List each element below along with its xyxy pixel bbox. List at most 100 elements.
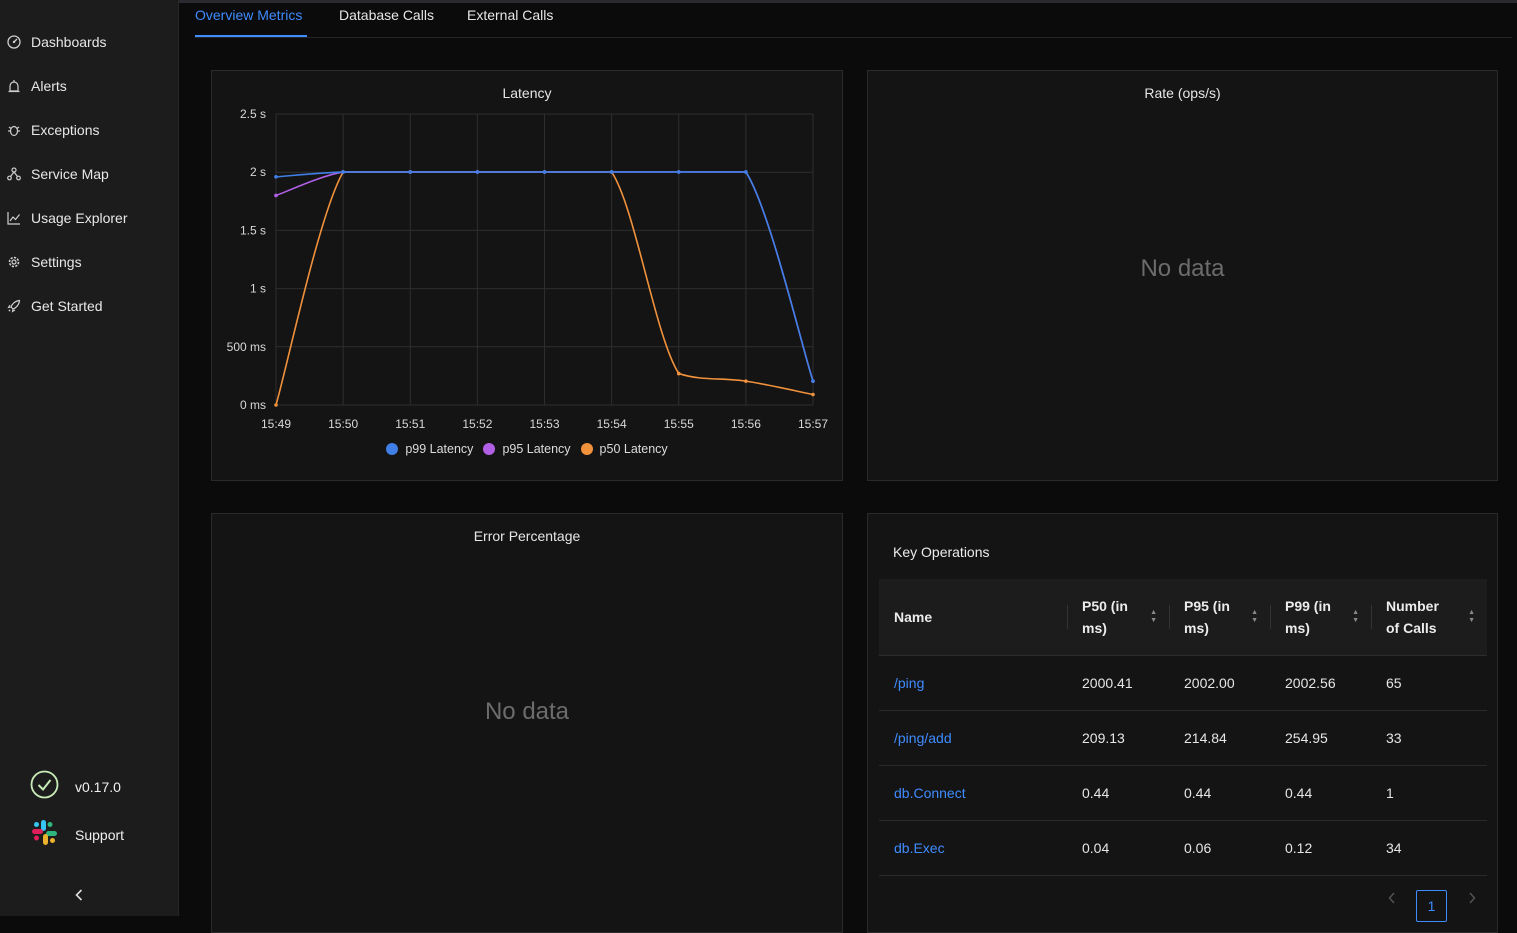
data-point bbox=[274, 193, 278, 198]
p99-cell: 0.12 bbox=[1270, 820, 1371, 876]
operation-link[interactable]: db.Connect bbox=[894, 784, 966, 801]
alarm-icon bbox=[7, 79, 21, 93]
legend-label: p99 Latency bbox=[405, 442, 474, 456]
sidebar-item-alerts[interactable]: Alerts bbox=[0, 68, 179, 104]
p99-cell: 2002.56 bbox=[1270, 655, 1371, 711]
data-point bbox=[811, 379, 815, 383]
operation-link[interactable]: /ping/add bbox=[894, 729, 952, 746]
latency-panel: Latency 0 ms 500 ms 1 s 1.5 s 2 s 2.5 s 15:49 1… bbox=[211, 70, 843, 481]
sidebar-item-get-started[interactable]: Get Started bbox=[0, 288, 179, 324]
calls-cell: 1 bbox=[1371, 765, 1487, 821]
no-data-text: No data bbox=[1140, 255, 1225, 282]
p50-cell: 0.44 bbox=[1067, 765, 1169, 821]
prev-page-button[interactable] bbox=[1388, 891, 1396, 907]
legend-item-p99[interactable]: p99 Latency bbox=[386, 442, 473, 456]
x-tick-label: 15:54 bbox=[597, 417, 627, 431]
panel-title: Error Percentage bbox=[473, 528, 581, 544]
operation-link[interactable]: /ping bbox=[894, 674, 925, 691]
page-1-button[interactable]: 1 bbox=[1416, 890, 1447, 922]
next-page-button[interactable] bbox=[1468, 891, 1476, 907]
column-divider bbox=[1270, 605, 1271, 629]
p95-cell: 0.44 bbox=[1169, 765, 1270, 821]
tab-external-calls[interactable]: External Calls bbox=[467, 7, 554, 23]
sidebar-item-label: Dashboards bbox=[31, 34, 107, 50]
panel-title: Latency bbox=[502, 85, 552, 101]
column-divider bbox=[1067, 605, 1068, 629]
header-label: Name bbox=[894, 608, 933, 625]
chevron-right-icon bbox=[1469, 892, 1476, 904]
sort-icon[interactable]: ▲ ▼ bbox=[1251, 608, 1258, 624]
sidebar-item-settings[interactable]: Settings bbox=[0, 244, 179, 280]
deployment-unit-icon bbox=[7, 167, 21, 181]
legend-label: p50 Latency bbox=[599, 442, 668, 456]
legend-dot bbox=[580, 443, 593, 455]
sidebar-item-label: Usage Explorer bbox=[31, 210, 128, 226]
series-line-p99 bbox=[275, 171, 814, 382]
table-row: /ping 2000.41 2002.00 2002.56 65 bbox=[879, 655, 1487, 711]
sidebar-item-exceptions[interactable]: Exceptions bbox=[0, 112, 179, 148]
support-link[interactable]: Support bbox=[30, 818, 124, 852]
key-operations-table: Name P50 (in ms) ▲ ▼ P95 (in ms) ▲ ▼ P99 (in… bbox=[879, 579, 1487, 876]
chevron-left-icon bbox=[1388, 892, 1395, 904]
sidebar-item-usage-explorer[interactable]: Usage Explorer bbox=[0, 200, 179, 236]
table-row: /ping/add 209.13 214.84 254.95 33 bbox=[879, 710, 1487, 766]
collapse-sidebar-button[interactable] bbox=[70, 887, 88, 907]
column-header-number-of-calls[interactable]: Number of Calls ▲ ▼ bbox=[1371, 579, 1487, 656]
sidebar-item-dashboards[interactable]: Dashboards bbox=[0, 24, 179, 60]
x-tick-label: 15:49 bbox=[261, 417, 291, 431]
column-header-p95[interactable]: P95 (in ms) ▲ ▼ bbox=[1169, 579, 1270, 656]
legend-item-p95[interactable]: p95 Latency bbox=[483, 442, 571, 456]
table-row: db.Connect 0.44 0.44 0.44 1 bbox=[879, 765, 1487, 821]
tab-overview-metrics[interactable]: Overview Metrics bbox=[195, 7, 303, 23]
column-header-p50[interactable]: P50 (in ms) ▲ ▼ bbox=[1067, 579, 1169, 656]
x-tick-label: 15:57 bbox=[798, 417, 828, 431]
data-point bbox=[676, 170, 681, 174]
p50-cell: 2000.41 bbox=[1067, 655, 1169, 711]
operation-link[interactable]: db.Exec bbox=[894, 839, 945, 856]
error-percentage-panel: Error Percentage No data bbox=[211, 513, 843, 933]
sidebar-item-label: Exceptions bbox=[31, 122, 100, 138]
sort-icon[interactable]: ▲ ▼ bbox=[1150, 608, 1157, 624]
chevron-left-icon bbox=[74, 888, 84, 907]
sort-icon[interactable]: ▲ ▼ bbox=[1468, 608, 1475, 624]
header-label: P50 (in ms) bbox=[1082, 597, 1128, 636]
support-label: Support bbox=[75, 827, 125, 843]
column-divider bbox=[1169, 605, 1170, 629]
key-operations-panel: Key Operations Name P50 (in ms) ▲ ▼ P95 (i… bbox=[867, 513, 1498, 933]
data-point bbox=[744, 170, 748, 174]
sidebar-item-label: Settings bbox=[31, 254, 82, 270]
metrics-tabs: Overview Metrics Database Calls External… bbox=[195, 0, 1512, 38]
tab-database-calls[interactable]: Database Calls bbox=[339, 7, 434, 23]
rate-panel: Rate (ops/s) No data bbox=[867, 70, 1498, 481]
data-point bbox=[676, 371, 681, 376]
sidebar: Dashboards Alerts Exceptions Service Map… bbox=[0, 0, 179, 916]
slack-icon bbox=[30, 818, 59, 852]
dashboard-icon bbox=[7, 35, 21, 49]
sidebar-item-label: Service Map bbox=[31, 166, 109, 182]
sort-icon[interactable]: ▲ ▼ bbox=[1352, 608, 1359, 624]
legend-dot bbox=[386, 443, 399, 455]
gear-icon bbox=[7, 255, 21, 269]
y-tick-label: 500 ms bbox=[227, 340, 266, 354]
top-border bbox=[0, 0, 1517, 3]
line-chart-icon bbox=[7, 211, 21, 225]
sidebar-item-label: Alerts bbox=[31, 78, 67, 94]
no-data-text: No data bbox=[484, 698, 570, 725]
data-point bbox=[542, 170, 547, 174]
bug-icon bbox=[7, 123, 21, 137]
data-point bbox=[811, 392, 815, 397]
latency-chart[interactable]: 0 ms 500 ms 1 s 1.5 s 2 s 2.5 s 15:49 15:50 15:5… bbox=[212, 101, 842, 461]
y-tick-label: 2.5 s bbox=[240, 107, 266, 121]
x-tick-label: 15:56 bbox=[731, 417, 761, 431]
column-header-name[interactable]: Name bbox=[879, 579, 1067, 656]
header-label: P95 (in ms) bbox=[1184, 597, 1230, 636]
calls-cell: 34 bbox=[1371, 820, 1487, 876]
x-tick-label: 15:53 bbox=[529, 417, 559, 431]
p99-cell: 254.95 bbox=[1270, 710, 1371, 766]
sidebar-item-service-map[interactable]: Service Map bbox=[0, 156, 179, 192]
x-tick-label: 15:55 bbox=[664, 417, 694, 431]
column-header-p99[interactable]: P99 (in ms) ▲ ▼ bbox=[1270, 579, 1371, 656]
data-point bbox=[475, 170, 480, 174]
legend-item-p50[interactable]: p50 Latency bbox=[580, 442, 668, 456]
p50-cell: 209.13 bbox=[1067, 710, 1169, 766]
